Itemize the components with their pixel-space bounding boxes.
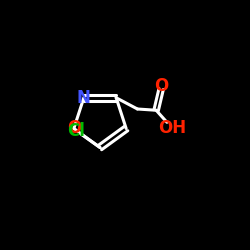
Text: O: O: [154, 76, 169, 94]
Text: N: N: [77, 89, 91, 107]
Text: Cl: Cl: [67, 122, 85, 140]
Text: OH: OH: [158, 119, 186, 137]
Text: O: O: [67, 120, 81, 138]
